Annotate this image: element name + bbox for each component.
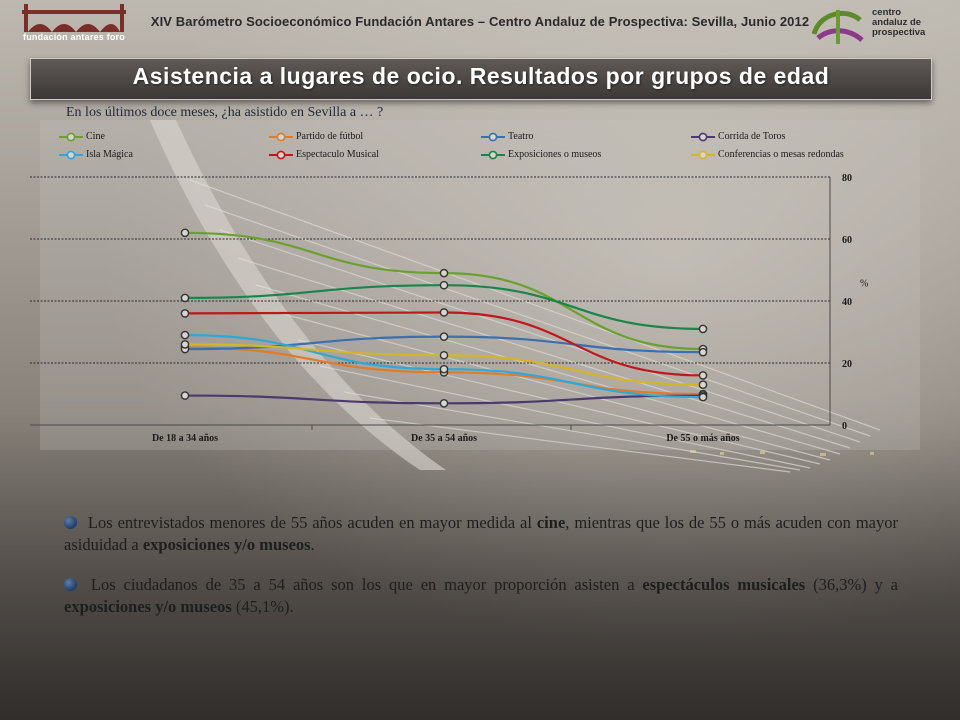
fundacion-antares-logo: fundación antares foro [18, 4, 130, 44]
bullet-paragraph: Los entrevistados menores de 55 años acu… [64, 512, 898, 556]
x-tick-label: De 35 a 54 años [411, 433, 477, 444]
data-point [439, 268, 449, 278]
legend-line-icon [59, 150, 83, 160]
data-point [439, 308, 449, 317]
bullet-list: Los entrevistados menores de 55 años acu… [64, 512, 898, 636]
legend-label: Isla Mágica [86, 149, 133, 160]
data-point [439, 332, 449, 341]
legend-label: Conferencias o mesas redondas [718, 149, 844, 160]
line-chart: 0 20 40 60 80% De 18 a 34 años De 35 a 54 años… [30, 173, 868, 444]
bullet-text: (36,3%) y a [805, 575, 898, 594]
y-tick-label: 0 [842, 421, 847, 432]
slide-title: Asistencia a lugares de ocio. Resultados… [132, 63, 830, 89]
data-point [439, 350, 449, 360]
data-point [180, 228, 190, 238]
legend-label: Cine [86, 131, 105, 142]
data-point [439, 398, 449, 408]
bridge-logo-icon [22, 4, 126, 32]
legend-line-icon [269, 150, 293, 160]
data-point [698, 380, 708, 389]
bullet-text: (45,1%). [231, 597, 294, 616]
data-point [180, 309, 190, 318]
data-point [439, 364, 449, 374]
legend-line-icon [59, 132, 83, 142]
bullet-emphasis: cine [536, 513, 566, 532]
bullet-text: Los ciudadanos de 35 a 54 años son los q… [83, 575, 643, 594]
survey-question: En los últimos doce meses, ¿ha asistido … [66, 105, 384, 120]
y-axis-label: % [860, 278, 868, 289]
bullet-paragraph: Los ciudadanos de 35 a 54 años son los q… [64, 574, 898, 618]
y-tick-label: 20 [842, 359, 852, 370]
bullet-emphasis: exposiciones y/o museos [64, 597, 232, 616]
data-point [698, 392, 708, 402]
bullet-text: Los entrevistados menores de 55 años acu… [83, 513, 537, 532]
right-logo-line: centro [872, 7, 902, 18]
y-tick-label: 80 [842, 173, 852, 184]
right-logo-text: centro andaluz de prospectiva [872, 8, 925, 38]
legend-line-icon [481, 132, 505, 142]
bullet-icon [64, 516, 77, 529]
right-logo-line: prospectiva [872, 27, 926, 38]
x-tick-label: De 18 a 34 años [152, 433, 218, 444]
data-point [180, 391, 190, 400]
series-line [184, 231, 704, 351]
data-point [439, 280, 449, 290]
data-point [180, 293, 190, 303]
legend-label: Corrida de Toros [718, 131, 786, 142]
legend-line-icon [269, 132, 293, 142]
legend-line-icon [691, 132, 715, 142]
legend-label: Exposiciones o museos [508, 149, 602, 160]
legend-line-icon [691, 150, 715, 160]
centro-andaluz-prospectiva-logo: centro andaluz de prospectiva [808, 6, 948, 48]
legend-label: Partido de fútbol [296, 131, 364, 142]
series-line [184, 284, 704, 330]
bullet-text: , mientras que los de 55 o más acuden co… [64, 513, 898, 554]
prospectiva-logo-icon [811, 10, 864, 44]
bullet-emphasis: exposiciones y/o museos [142, 535, 311, 554]
y-tick-label: 40 [842, 297, 852, 308]
left-logo-text: fundación antares foro [23, 32, 125, 42]
data-point [698, 324, 708, 334]
bullet-text: . [310, 535, 315, 554]
bullet-icon [64, 578, 77, 591]
x-tick-label: De 55 o más años [666, 433, 739, 444]
right-logo-line: andaluz de [872, 17, 922, 28]
data-point [180, 330, 190, 340]
bullet-emphasis: espectáculos musicales [642, 575, 806, 594]
legend-label: Teatro [508, 131, 534, 142]
legend-line-icon [481, 150, 505, 160]
chart-legend: Cine Partido de fútbol Teatro Corrida de To… [58, 131, 908, 165]
y-tick-label: 60 [842, 235, 852, 246]
legend-label: Espectaculo Musical [296, 149, 380, 160]
header-title: XIV Barómetro Socioeconómico Fundación A… [150, 14, 810, 29]
data-point [698, 347, 708, 357]
title-banner: Asistencia a lugares de ocio. Resultados… [30, 58, 932, 100]
data-point [180, 340, 190, 349]
data-point [698, 371, 708, 380]
